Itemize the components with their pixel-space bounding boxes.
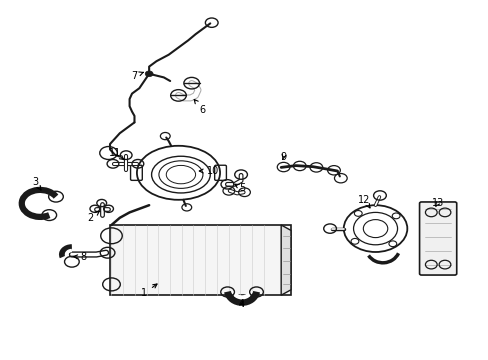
Text: 7: 7 — [131, 71, 143, 81]
Polygon shape — [110, 225, 290, 295]
Text: 10: 10 — [199, 166, 219, 176]
FancyBboxPatch shape — [419, 202, 456, 275]
Text: 2: 2 — [87, 211, 99, 223]
Text: 4: 4 — [239, 299, 244, 309]
Text: 8: 8 — [73, 252, 86, 262]
Text: 6: 6 — [194, 99, 205, 115]
Text: 5: 5 — [234, 183, 244, 193]
Text: 9: 9 — [280, 152, 286, 162]
Polygon shape — [281, 225, 290, 295]
Text: 12: 12 — [357, 195, 370, 208]
Text: 3: 3 — [32, 177, 41, 190]
Text: 11: 11 — [108, 148, 124, 160]
Circle shape — [145, 71, 153, 77]
Text: 1: 1 — [141, 284, 157, 298]
Text: 13: 13 — [430, 198, 443, 208]
